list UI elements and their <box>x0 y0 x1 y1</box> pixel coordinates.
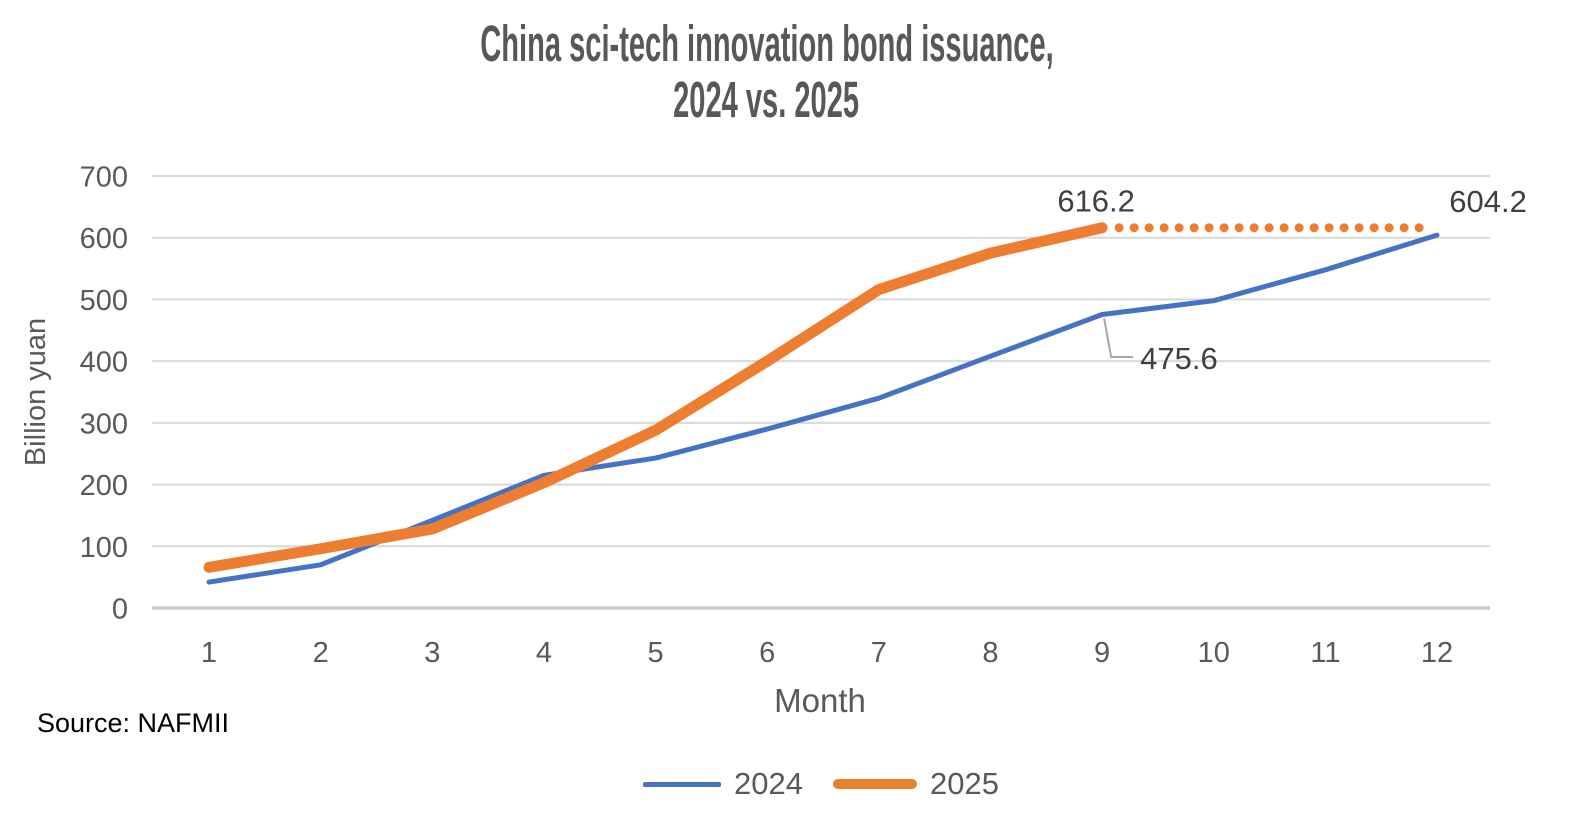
x-tick-label: 9 <box>1094 637 1110 669</box>
y-tick-label: 600 <box>80 223 128 255</box>
y-tick-label: 400 <box>80 347 128 379</box>
y-tick-label: 300 <box>80 408 128 440</box>
y-tick-label: 0 <box>112 594 128 626</box>
chart-title: China sci-tech innovation bond issuance,… <box>0 16 1555 128</box>
x-tick-label: 4 <box>536 637 552 669</box>
chart-title-line1: China sci-tech innovation bond issuance, <box>479 15 1054 72</box>
legend-line-2024-icon <box>643 781 722 787</box>
x-tick-label: 12 <box>1421 637 1453 669</box>
x-axis-title: Month <box>774 682 866 719</box>
x-tick-label: 3 <box>424 637 440 669</box>
chart-title-line2: 2024 vs. 2025 <box>673 71 860 128</box>
y-tick-label: 200 <box>80 470 128 502</box>
legend-label-2024: 2024 <box>734 766 803 801</box>
series-line-2025 <box>203 222 1108 573</box>
series-line-2024 <box>206 232 1440 585</box>
x-tick-label: 5 <box>647 637 663 669</box>
data-label-616.2: 616.2 <box>1057 184 1135 219</box>
legend-line-2025-icon <box>833 779 917 789</box>
x-tick-label: 2 <box>313 637 329 669</box>
data-label-475.6: 475.6 <box>1140 341 1218 376</box>
x-tick-label: 1 <box>201 637 217 669</box>
data-label-604.2: 604.2 <box>1449 184 1527 219</box>
x-tick-label: 6 <box>759 637 775 669</box>
x-tick-label: 10 <box>1198 637 1230 669</box>
chart-legend: 2024 2025 <box>152 762 1490 806</box>
x-tick-label: 7 <box>871 637 887 669</box>
y-tick-label: 700 <box>80 162 128 194</box>
y-axis-title: Billion yuan <box>20 318 52 466</box>
x-tick-label: 11 <box>1310 637 1340 669</box>
x-tick-label: 8 <box>982 637 998 669</box>
annotation-leader-line <box>1103 318 1134 358</box>
y-tick-label: 100 <box>80 532 128 564</box>
legend-label-2025: 2025 <box>930 766 999 801</box>
y-tick-label: 500 <box>80 285 128 317</box>
source-note: Source: NAFMII <box>37 708 230 738</box>
